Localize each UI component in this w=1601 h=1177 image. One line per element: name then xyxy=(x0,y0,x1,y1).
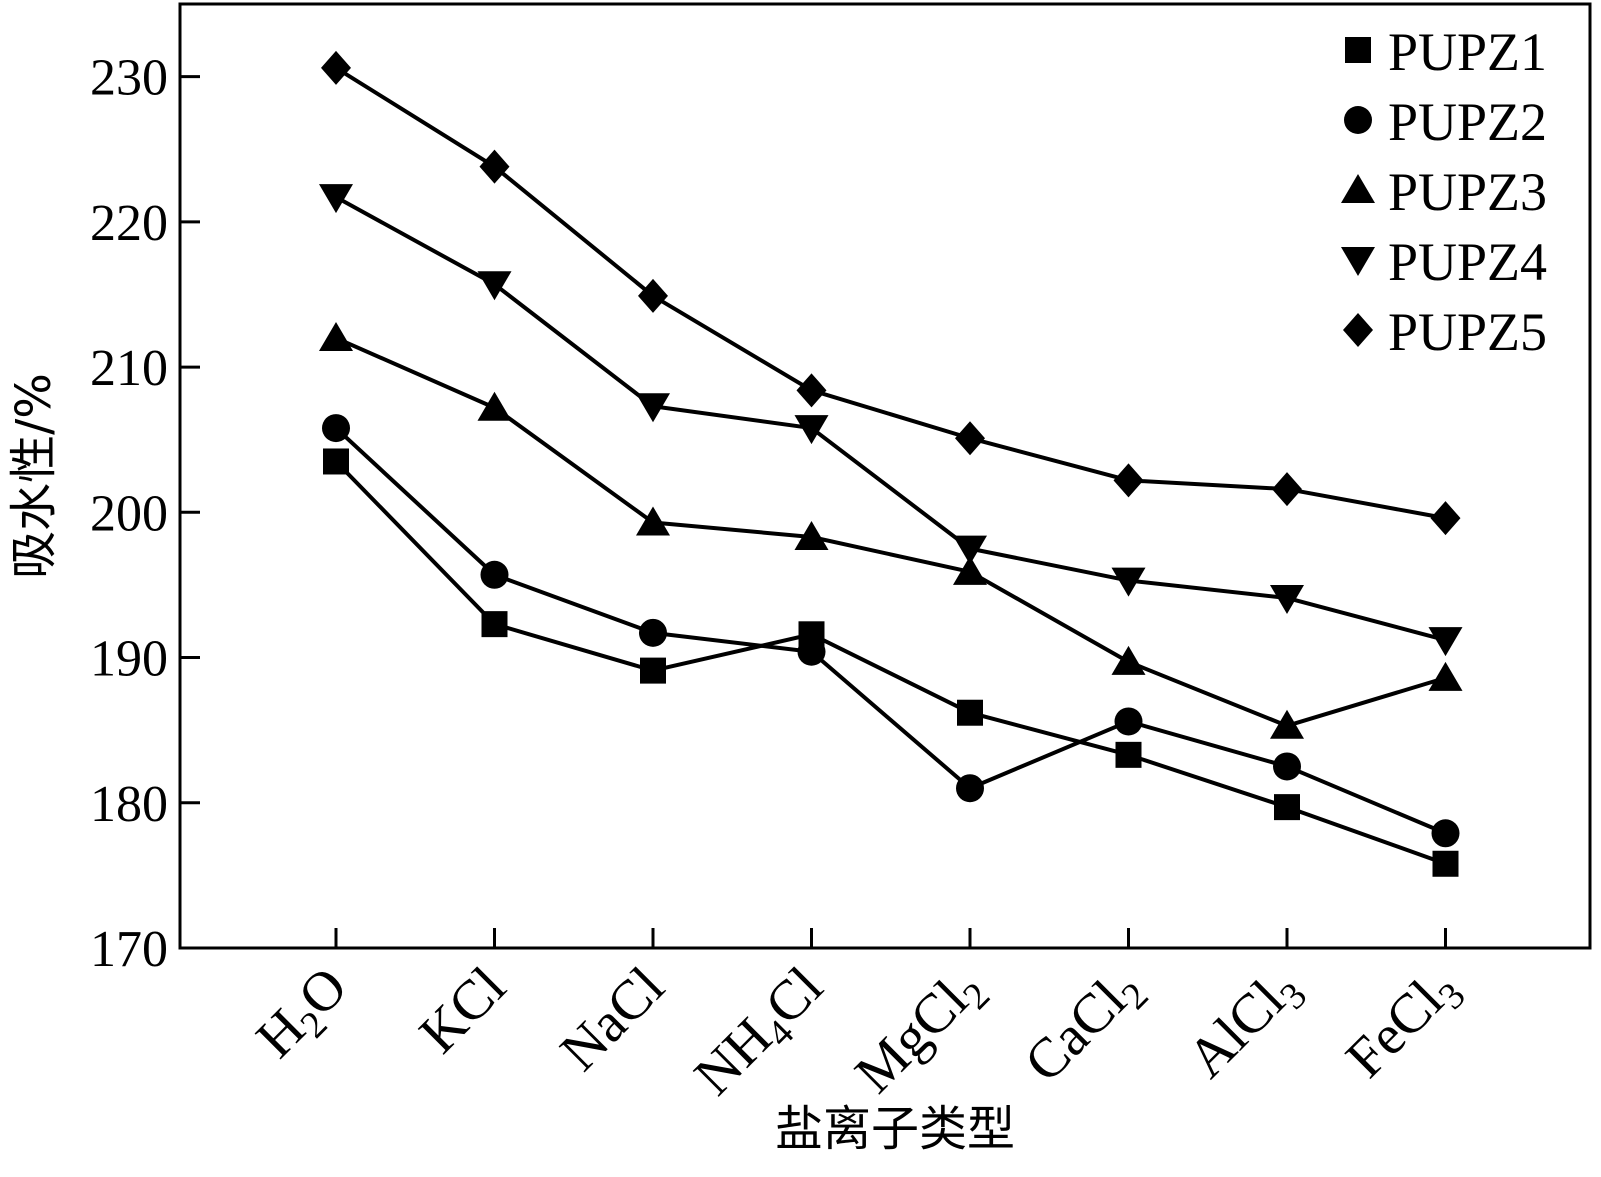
legend-label: PUPZ5 xyxy=(1388,302,1547,362)
data-point-pupz5 xyxy=(321,50,351,85)
legend-marker-pupz4 xyxy=(1341,247,1375,276)
x-tick-label: FeCl3 xyxy=(1334,955,1474,1095)
y-tick-label: 200 xyxy=(90,485,168,542)
data-point-pupz5 xyxy=(638,278,668,313)
y-tick-label: 210 xyxy=(90,340,168,397)
data-point-pupz4 xyxy=(794,415,829,445)
series-line-pupz5 xyxy=(334,66,1446,521)
data-point-pupz4 xyxy=(319,184,353,214)
data-point-pupz2 xyxy=(639,618,667,647)
series-line-pupz1 xyxy=(334,460,1447,866)
series-markers xyxy=(319,50,1463,877)
x-axis-title: 盐离子类型 xyxy=(775,1101,1015,1157)
data-point-pupz4 xyxy=(1111,567,1146,597)
data-point-pupz5 xyxy=(1113,463,1144,498)
data-point-pupz2 xyxy=(322,414,350,443)
legend: PUPZ1 PUPZ2 PUPZ3 PUPZ4 PUPZ5 xyxy=(1341,22,1547,362)
data-point-pupz5 xyxy=(479,149,510,184)
data-point-pupz1 xyxy=(1115,741,1142,768)
data-point-pupz4 xyxy=(1270,584,1304,614)
y-tick-label: 220 xyxy=(90,195,168,252)
data-point-pupz3 xyxy=(1111,645,1146,675)
legend-marker-pupz5 xyxy=(1343,313,1373,347)
legend-label: PUPZ2 xyxy=(1388,92,1547,152)
data-point-pupz2 xyxy=(1431,819,1460,848)
data-point-pupz1 xyxy=(640,657,666,684)
data-point-pupz1 xyxy=(323,448,349,475)
data-point-pupz3 xyxy=(1428,661,1463,691)
data-point-pupz1 xyxy=(1432,850,1459,877)
data-point-pupz4 xyxy=(636,393,670,423)
legend-marker-pupz2 xyxy=(1344,106,1372,134)
plot-frame xyxy=(178,2,1592,950)
y-tick-label: 190 xyxy=(90,631,168,688)
data-point-pupz1 xyxy=(957,699,983,726)
data-point-pupz2 xyxy=(797,637,826,666)
data-point-pupz5 xyxy=(1430,501,1461,536)
data-point-pupz2 xyxy=(480,560,509,589)
data-point-pupz5 xyxy=(1272,472,1302,507)
data-point-pupz3 xyxy=(636,506,670,536)
x-tick-label: NH4Cl xyxy=(683,955,840,1112)
y-axis-title: 吸水性/% xyxy=(6,373,62,579)
x-tick-label: CaCl2 xyxy=(1013,955,1157,1099)
series-line-pupz3 xyxy=(335,336,1447,728)
data-point-pupz4 xyxy=(953,535,987,565)
legend-label: PUPZ3 xyxy=(1388,162,1547,222)
data-point-pupz2 xyxy=(1273,752,1301,781)
legend-label: PUPZ4 xyxy=(1388,232,1547,292)
legend-marker-pupz1 xyxy=(1345,37,1371,63)
data-point-pupz3 xyxy=(794,520,829,550)
data-point-pupz3 xyxy=(953,555,987,585)
data-point-pupz4 xyxy=(477,271,512,301)
data-point-pupz5 xyxy=(955,421,985,456)
y-tick-label: 230 xyxy=(90,50,168,107)
axes: 170 180 190 200 210 220 230 H2O KCl NaCl NH4Cl MgCl… xyxy=(90,2,1592,1112)
series-line-pupz2 xyxy=(334,426,1447,836)
legend-label: PUPZ1 xyxy=(1388,22,1547,82)
legend-marker-pupz3 xyxy=(1341,174,1375,203)
x-tick-label: H2O xyxy=(245,955,365,1075)
data-point-pupz5 xyxy=(796,373,827,408)
x-tick-label: KCl xyxy=(408,955,518,1065)
x-tick-label: NaCl xyxy=(549,955,676,1082)
data-point-pupz3 xyxy=(319,322,353,352)
series-line-pupz4 xyxy=(335,195,1447,643)
series-lines xyxy=(334,66,1447,866)
data-point-pupz2 xyxy=(956,774,984,803)
data-point-pupz4 xyxy=(1428,627,1463,657)
data-point-pupz1 xyxy=(481,611,508,638)
data-point-pupz2 xyxy=(1114,707,1143,736)
y-tick-label: 180 xyxy=(90,776,168,833)
data-point-pupz1 xyxy=(1274,794,1300,821)
data-point-pupz3 xyxy=(1270,709,1304,739)
y-tick-label: 170 xyxy=(90,921,168,978)
x-tick-label: MgCl2 xyxy=(843,955,998,1110)
data-point-pupz3 xyxy=(477,391,512,421)
x-tick-label: AlCl3 xyxy=(1176,955,1316,1095)
